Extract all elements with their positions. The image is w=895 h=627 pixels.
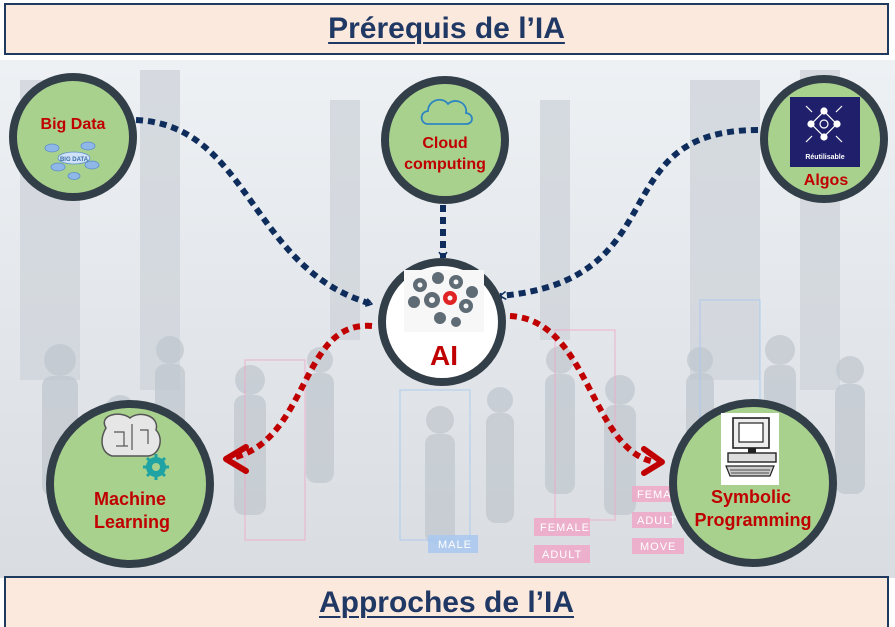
node-ai: AI bbox=[378, 258, 506, 386]
computer-icon bbox=[721, 413, 779, 485]
arrow-algos-to-ai bbox=[499, 127, 759, 300]
symbolic-label-line2: Programming bbox=[694, 510, 811, 530]
cloud-icon bbox=[420, 98, 473, 125]
approach-arrows bbox=[231, 313, 656, 465]
node-big-data: Big Data BIG DATA bbox=[9, 73, 137, 201]
algos-icon-text: Réutilisable bbox=[805, 154, 844, 161]
big-data-label: Big Data bbox=[41, 116, 106, 133]
approaches-banner: Approches de l’IA bbox=[4, 576, 889, 627]
algos-label: Algos bbox=[804, 172, 849, 189]
tag-move: MOVE bbox=[640, 541, 676, 553]
big-data-icon-text: BIG DATA bbox=[60, 157, 89, 163]
prerequisites-banner: Prérequis de l’IA bbox=[4, 3, 889, 55]
circuit-brain-icon bbox=[101, 413, 169, 480]
ml-label-line2: Learning bbox=[94, 512, 170, 532]
tag-male: MALE bbox=[438, 539, 472, 551]
arrowhead-symbolic bbox=[641, 446, 665, 476]
node-algos: Réutilisable Algos bbox=[760, 75, 888, 203]
cloud-label-line2: computing bbox=[404, 156, 486, 173]
prerequisite-arrows bbox=[135, 117, 759, 307]
cloud-label-line1: Cloud bbox=[422, 135, 467, 152]
node-machine-learning: Machine Learning bbox=[46, 400, 214, 568]
ai-label: AI bbox=[430, 340, 458, 371]
tag-female: FEMALE bbox=[540, 522, 590, 534]
arrow-ai-to-symbolic bbox=[509, 313, 656, 465]
arrow-bigdata-to-ai bbox=[135, 117, 373, 307]
cloud-network-icon bbox=[44, 141, 100, 180]
node-cloud-computing: Cloud computing bbox=[381, 76, 509, 204]
prerequisites-title: Prérequis de l’IA bbox=[328, 12, 565, 45]
node-symbolic-programming: Symbolic Programming bbox=[669, 399, 837, 567]
ml-label-line1: Machine bbox=[94, 489, 166, 509]
tag-adult: ADULT bbox=[542, 549, 582, 561]
network-graph-icon bbox=[805, 105, 843, 143]
tag-adult-2: ADULT bbox=[637, 515, 677, 527]
symbolic-label-line1: Symbolic bbox=[711, 487, 791, 507]
arrow-ai-to-ml bbox=[231, 322, 373, 461]
background-tags: MALE FEMALE ADULT FEMALE ADULT MOVE bbox=[428, 486, 686, 563]
arrowhead-ml bbox=[223, 444, 249, 474]
gear-brain-icon bbox=[404, 270, 484, 332]
approaches-title: Approches de l’IA bbox=[318, 586, 575, 619]
